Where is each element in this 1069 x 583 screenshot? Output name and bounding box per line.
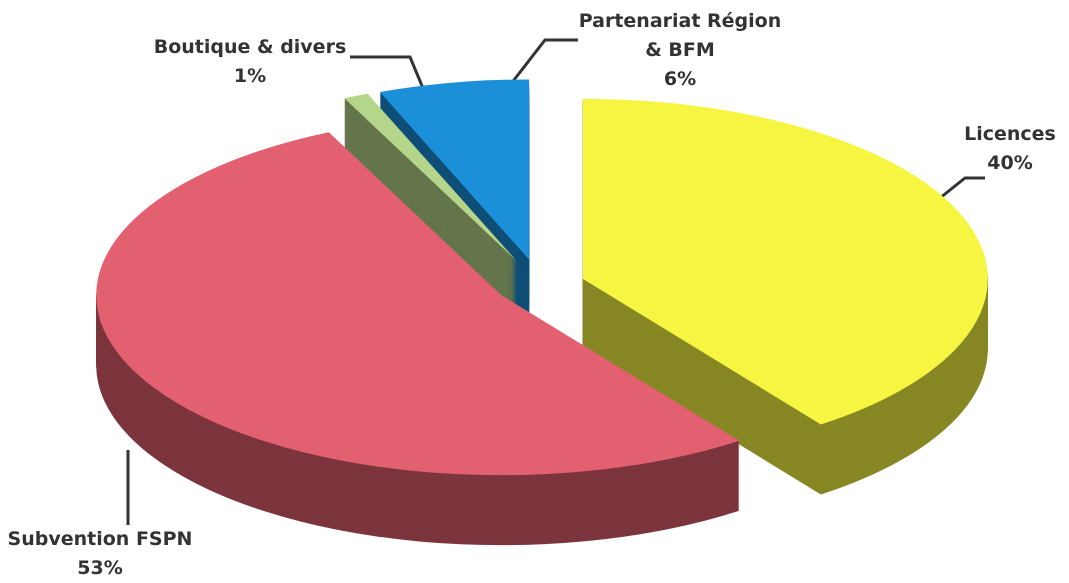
category-label: Licences	[964, 123, 1056, 145]
slice-label: Licences 40%	[930, 120, 1069, 178]
slice-label: Boutique & divers 1%	[130, 33, 370, 91]
slice	[344, 93, 517, 262]
slice	[96, 132, 740, 476]
category-label: Partenariat Région & BFM	[578, 10, 782, 61]
leader-line	[498, 38, 578, 99]
value-label: 53%	[77, 557, 123, 579]
value-label: 40%	[987, 152, 1033, 174]
slice-label: Partenariat Région & BFM 6%	[570, 7, 790, 94]
value-label: 1%	[233, 65, 267, 87]
slice	[379, 79, 530, 260]
leader-line	[939, 176, 985, 200]
slice	[582, 98, 988, 425]
slice-label: Subvention FSPN 53%	[0, 525, 220, 583]
category-label: Boutique & divers	[153, 36, 347, 58]
value-label: 6%	[663, 68, 697, 90]
category-label: Subvention FSPN	[7, 528, 193, 550]
